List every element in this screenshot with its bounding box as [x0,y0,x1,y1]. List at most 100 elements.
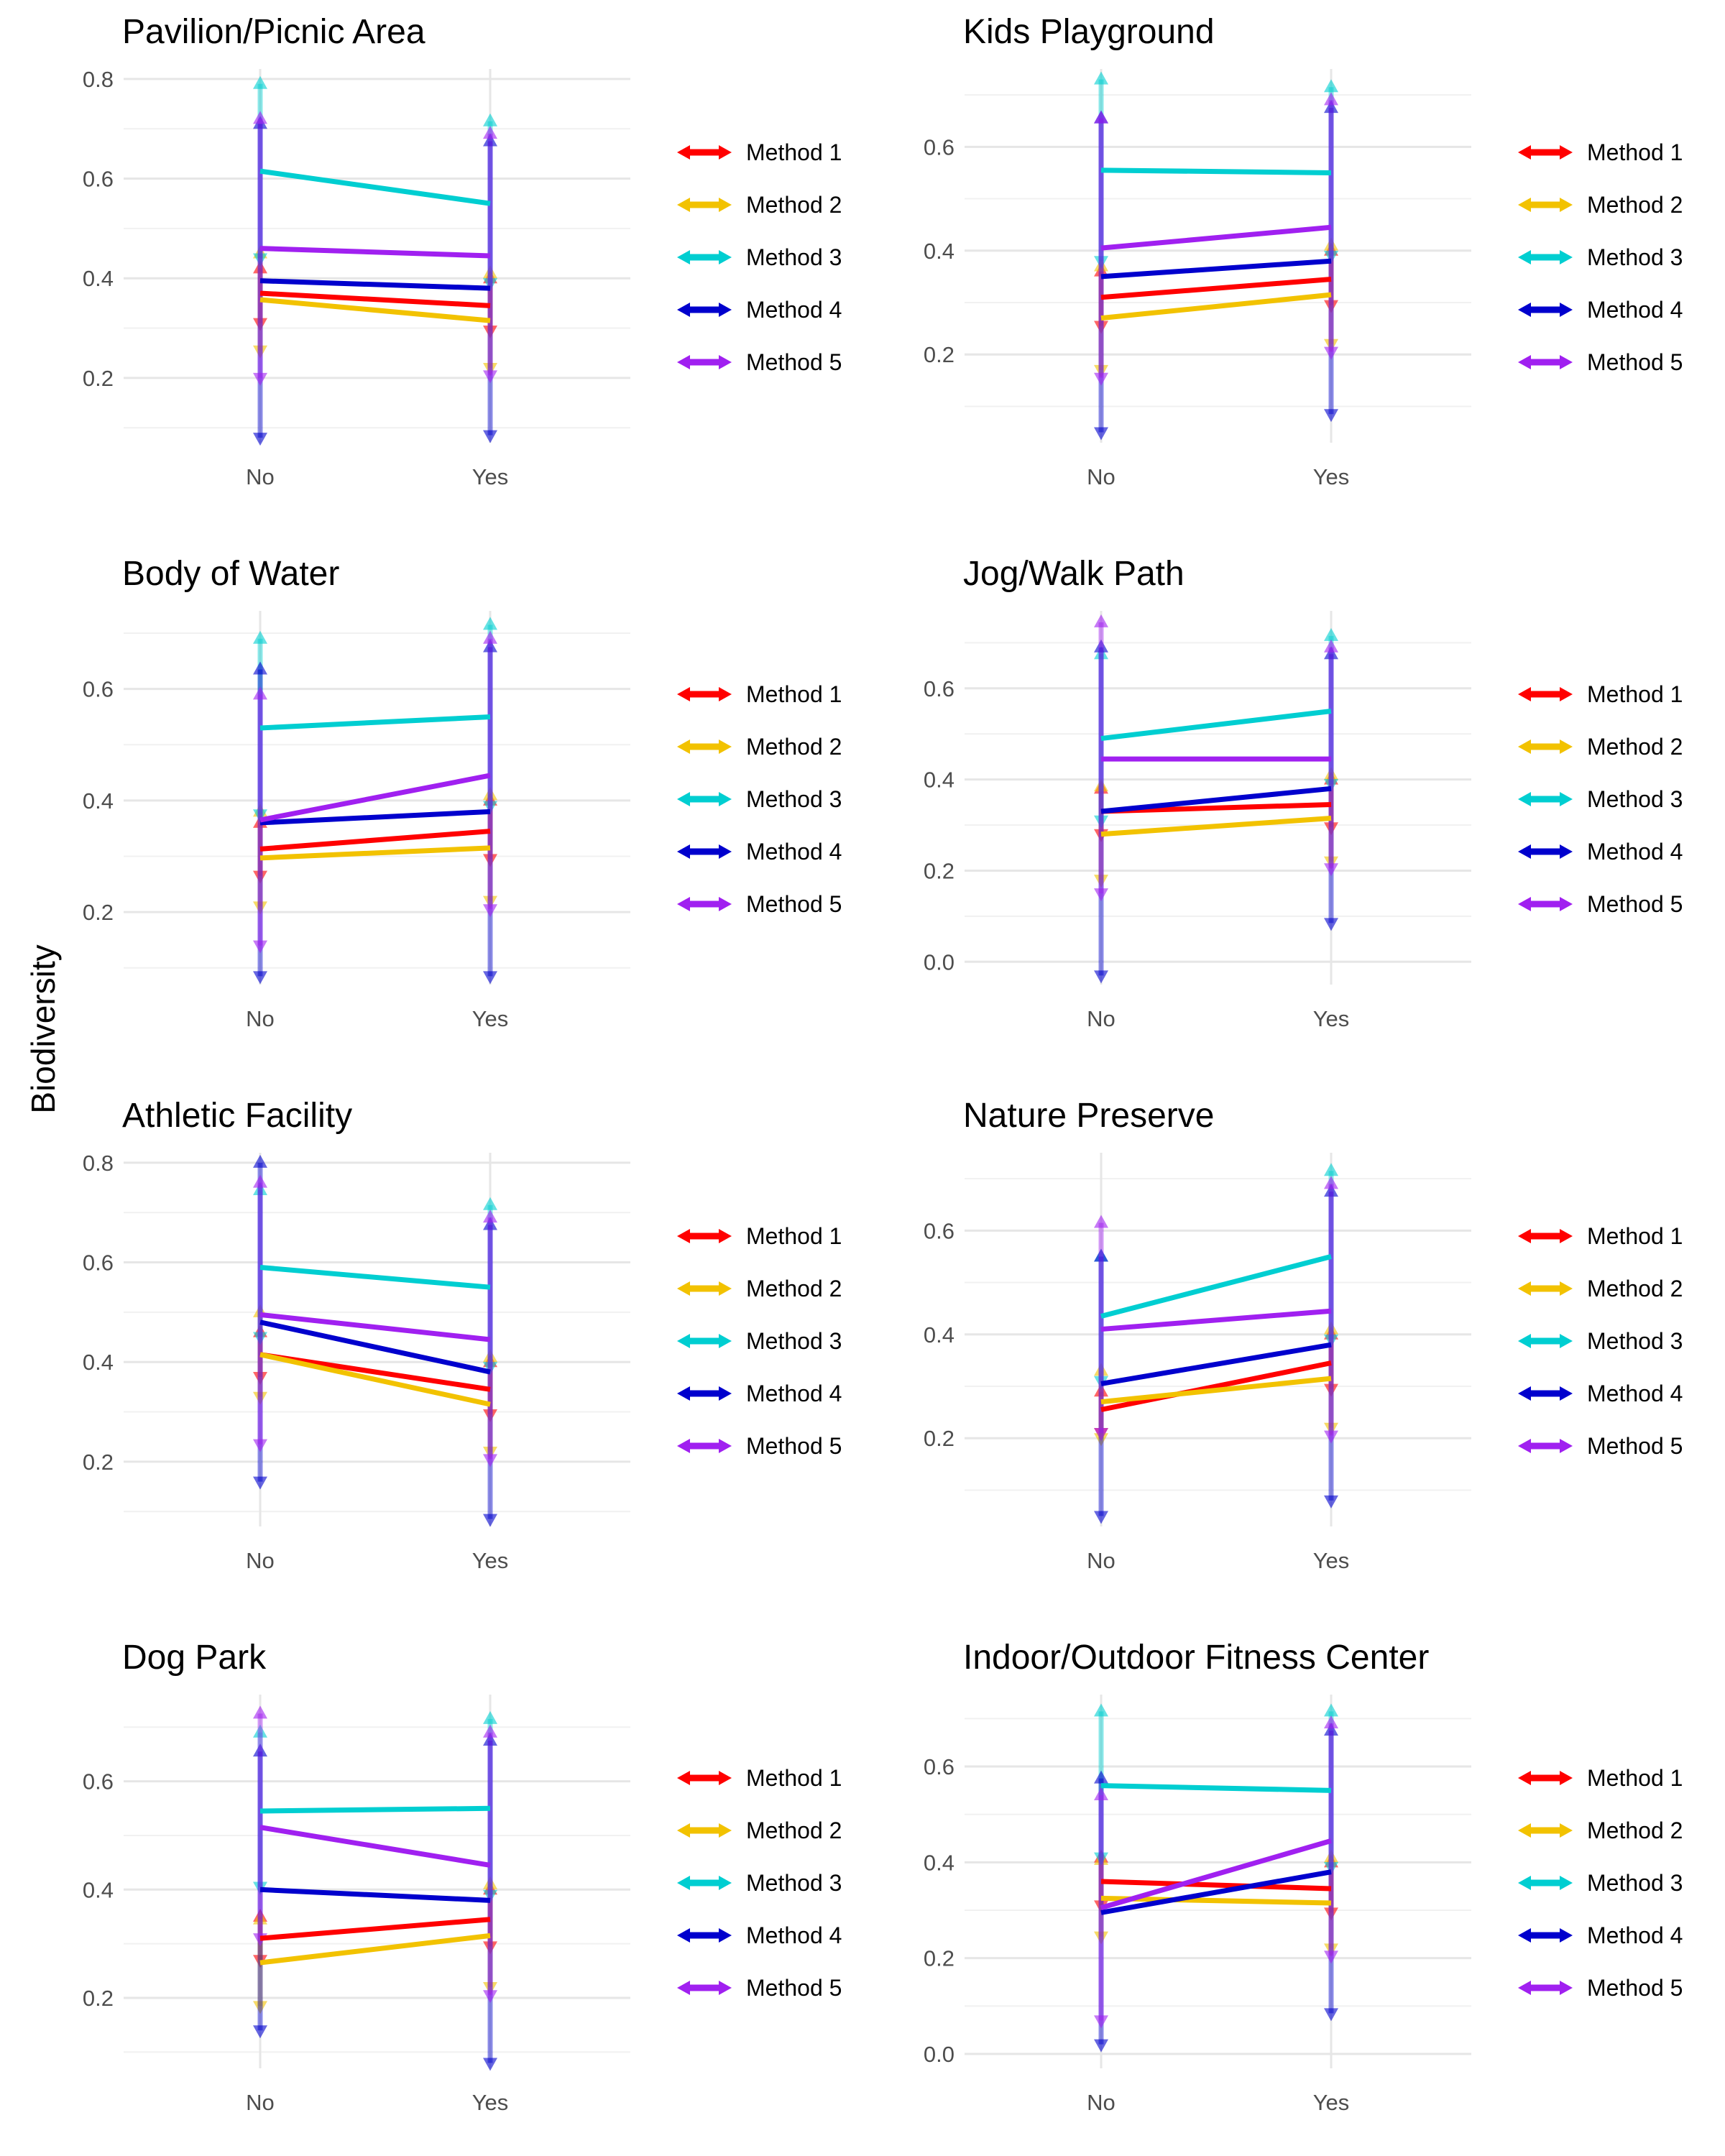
series-line-method-4 [1100,1869,1332,1915]
legend-key-arrow-left [677,1334,690,1348]
error-bar-lower-arrow [253,433,267,446]
legend-key-arrow-right [719,1771,732,1785]
legend-key-arrow-left [1518,1981,1531,1995]
error-bar-upper-arrow [1324,100,1338,114]
error-bar-lower-arrow [1094,2015,1108,2029]
error-bar-upper-arrow [483,1197,497,1210]
legend-key-arrow-left [1518,1823,1531,1838]
error-bar-upper-arrow [1324,1176,1338,1189]
error-bar-lower-arrow [483,1514,497,1527]
legend-label: Method 2 [1587,734,1683,760]
legend-key-arrow-left [677,897,690,911]
x-tick-label: Yes [1313,2090,1350,2115]
error-bar-lower-arrow [253,372,267,386]
error-bar-lower-arrow [1324,863,1338,877]
panel-title: Kids Playground [963,13,1215,51]
error-bar-upper-arrow [253,1743,267,1757]
error-bar-upper-arrow [483,1210,497,1223]
legend-label: Method 2 [1587,192,1683,218]
legend-key-arrow-left [677,844,690,859]
x-tick-label: No [246,2090,275,2115]
y-tick-label: 0.2 [83,1986,114,2011]
error-bar-upper-arrow [1094,1703,1108,1717]
legend-key-arrow-right [1560,250,1573,264]
error-bar-lower-arrow [1324,1335,1338,1348]
legend-label: Method 3 [746,786,842,812]
y-tick-label: 0.4 [924,1850,954,1875]
panel-dog-park: Dog Park 0.2 0.4 0.6 No Yes Method 1 Method 2 Me… [83,1639,842,2115]
legend-key-arrow-left [1518,844,1531,859]
error-bar-lower-arrow [483,1454,497,1468]
series-line-method-5 [259,1825,491,1868]
legend-key-arrow-right [719,250,732,264]
error-bar-upper-arrow [253,661,267,675]
legend-label: Method 4 [746,297,842,323]
series-line-method-3 [259,1264,491,1290]
legend-key-arrow-right [1560,792,1573,806]
error-bar-upper-arrow [483,1724,497,1738]
error-bar-upper-arrow [1094,614,1108,627]
x-tick-label: Yes [1313,1548,1350,1573]
error-bar-upper-arrow [1324,79,1338,93]
error-bar-lower-arrow [483,430,497,443]
legend-key-arrow-left [1518,1928,1531,1943]
legend-key-arrow-left [1518,1771,1531,1785]
legend-key-arrow-left [677,145,690,160]
error-bar-lower-arrow [1324,1495,1338,1508]
error-bar-lower-arrow [483,1409,497,1422]
error-bar-lower-arrow [1324,300,1338,313]
error-bar-lower-arrow [1094,970,1108,984]
x-tick-label: Yes [1313,464,1350,489]
error-bar-upper-arrow [483,265,497,279]
error-bar-upper-arrow [483,1876,497,1889]
y-tick-label: 0.4 [83,266,114,291]
error-bar-lower-arrow [1324,918,1338,931]
error-bar-lower-arrow [1324,409,1338,423]
legend-key-arrow-right [1560,740,1573,754]
series-line-method-3 [1100,167,1332,175]
y-tick-label: 0.4 [83,1877,114,1902]
series-line-method-4 [259,1886,491,1903]
series-line-method-2 [259,1352,491,1407]
series-line-method-2 [1100,1376,1332,1405]
series-line-method-3 [259,168,491,206]
legend-key-arrow-right [1560,1876,1573,1890]
legend-key-arrow-left [677,1981,690,1995]
error-bar-upper-arrow [483,126,497,139]
legend-key-arrow-left [1518,303,1531,317]
legend-key-arrow-right [1560,1281,1573,1296]
panel-jog-walk-path: Jog/Walk Path 0.0 0.2 0.4 0.6 No Yes Method 1 Me… [924,555,1683,1031]
error-bar-upper-arrow [1094,646,1108,660]
legend-label: Method 3 [1587,1870,1683,1896]
error-bar-upper-arrow [1324,1723,1338,1736]
legend-key-arrow-right [1560,687,1573,701]
series-line-method-2 [1100,292,1332,321]
legend-label: Method 1 [1587,1223,1683,1249]
legend-key-arrow-left [1518,1334,1531,1348]
legend-key-arrow-right [1560,1771,1573,1785]
error-bar-lower-arrow [253,901,267,915]
error-bar-lower-arrow [483,1990,497,2004]
panel-pavilion-picnic-area: Pavilion/Picnic Area 0.2 0.4 0.6 0.8 No Yes Met… [83,13,842,489]
error-bar-lower-arrow [253,253,267,267]
series-line-method-1 [1100,1360,1332,1412]
legend-key-arrow-left [677,687,690,701]
error-bar-upper-arrow [253,1174,267,1188]
legend-key-arrow-left [1518,897,1531,911]
y-tick-label: 0.8 [83,1151,114,1176]
panel-nature-preserve: Nature Preserve 0.2 0.4 0.6 No Yes Method 1 Met… [924,1097,1683,1573]
error-bar-lower-arrow [483,801,497,814]
error-bar-lower-arrow [1094,427,1108,441]
legend-label: Method 3 [1587,786,1683,812]
error-bar-lower-arrow [1324,346,1338,360]
legend-key-arrow-left [1518,792,1531,806]
error-bar-lower-arrow [1324,778,1338,792]
error-bar-upper-arrow [483,1217,497,1230]
error-bar-lower-arrow [1094,815,1108,829]
legend-key-arrow-left [677,303,690,317]
error-bar-lower-arrow [1094,364,1108,378]
panel-body-of-water: Body of Water 0.2 0.4 0.6 No Yes Method 1 Metho… [83,555,842,1031]
series-line-method-5 [259,773,491,823]
legend-key-arrow-left [677,250,690,264]
